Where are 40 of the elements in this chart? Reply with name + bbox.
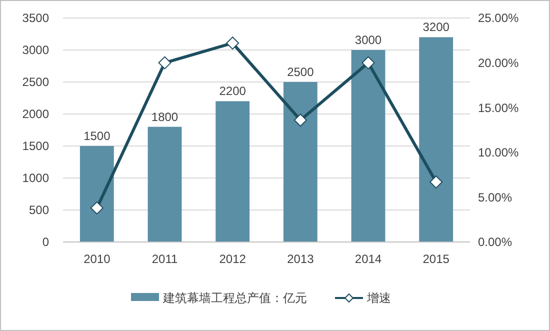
legend-label: 增速 <box>366 291 391 306</box>
y2-tick-label: 10.00% <box>478 146 520 160</box>
data-label: 3000 <box>354 33 382 47</box>
y-tick-label: 1500 <box>22 139 50 154</box>
data-label: 1500 <box>84 129 111 143</box>
y2-tick-label: 25.00% <box>478 11 520 26</box>
y2-tick-label: 15.00% <box>478 100 520 115</box>
y2-tick-label: 5.00% <box>478 190 512 204</box>
legend-label: 建筑幕墙工程总产值：亿元 <box>162 291 307 306</box>
bar <box>80 146 114 242</box>
data-label: 2200 <box>219 84 246 98</box>
y-tick-label: 0 <box>42 235 50 250</box>
point <box>90 201 104 214</box>
x-tick-label: 2015 <box>422 252 450 266</box>
y-tick-label: 500 <box>28 203 50 218</box>
data-label: 1800 <box>151 110 178 124</box>
point <box>430 175 443 188</box>
y-tick-label: 3000 <box>22 43 50 58</box>
bar <box>283 82 318 242</box>
point <box>226 36 240 50</box>
bar <box>216 101 250 242</box>
data-label: 2500 <box>287 65 314 79</box>
x-tick-label: 2010 <box>84 252 111 266</box>
y-tick-label: 2500 <box>22 75 50 90</box>
bar <box>351 50 386 242</box>
y-tick-label: 3500 <box>22 11 50 26</box>
y-tick-label: 2000 <box>22 107 50 122</box>
x-tick-label: 2013 <box>287 252 314 266</box>
x-tick-label: 2011 <box>152 252 178 266</box>
x-tick-label: 2014 <box>354 252 382 266</box>
bar <box>419 37 454 242</box>
x-tick-label: 2012 <box>219 252 246 266</box>
data-label: 3200 <box>422 20 450 34</box>
bar <box>148 126 182 242</box>
y-tick-label: 1000 <box>22 171 50 186</box>
point <box>158 56 172 70</box>
y2-tick-label: 20.00% <box>478 56 520 70</box>
point <box>362 56 375 70</box>
y2-tick-label: 0.00% <box>478 235 512 250</box>
point <box>294 114 307 127</box>
